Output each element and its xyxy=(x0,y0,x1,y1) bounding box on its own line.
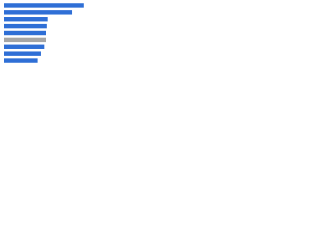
page: {"chart_data": {"type": "bar", "orientat… xyxy=(0,0,320,71)
chart xyxy=(4,3,84,63)
bar xyxy=(4,37,46,43)
bar xyxy=(4,30,46,36)
bar xyxy=(4,10,73,15)
bar xyxy=(4,17,48,22)
bar xyxy=(4,51,41,56)
bar xyxy=(4,44,45,49)
bar xyxy=(4,58,38,63)
bar xyxy=(4,23,47,29)
bar xyxy=(4,3,84,8)
